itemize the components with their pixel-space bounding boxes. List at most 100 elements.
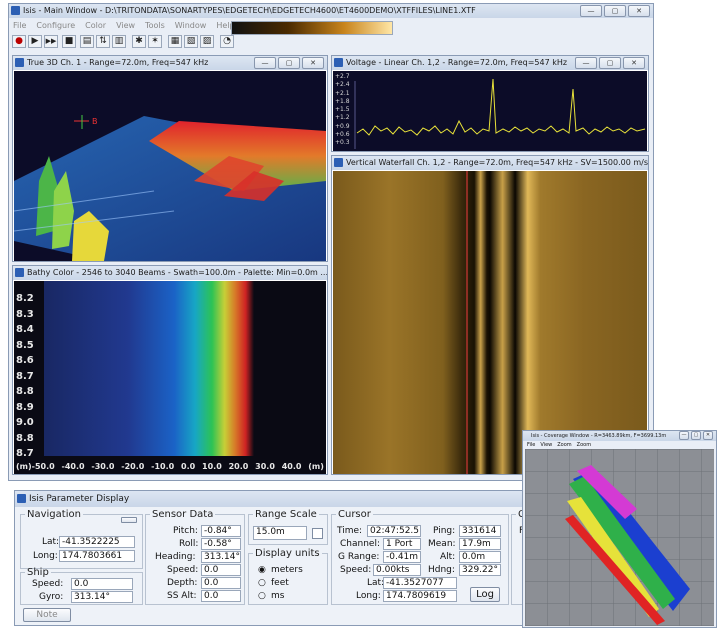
coverage-close-button[interactable]: ✕: [703, 431, 713, 440]
voltage-panel: Voltage - Linear Ch. 1,2 - Range=72.0m, …: [331, 55, 649, 152]
y-axis-ticks: 8.2 8.3 8.4 8.5 8.6 8.7 8.8 8.9 9.0 8.8 …: [16, 291, 42, 462]
record-button[interactable]: ●: [12, 35, 26, 48]
cursor-ping-field: 331614: [459, 525, 501, 537]
parameter-display-title: Isis Parameter Display: [29, 494, 130, 504]
cursor-hdng-label: Hdng:: [428, 565, 455, 575]
voltage-plot[interactable]: +2.7 +2.4 +2.1 +1.8 +1.5 +1.2 +0.9 +0.6 …: [333, 71, 647, 151]
sensor-speed-field: 0.0: [201, 564, 241, 576]
voltage-tick: +1.5: [335, 106, 350, 114]
radio-meters[interactable]: ◉: [258, 565, 266, 575]
y-tick: 8.7: [16, 448, 34, 459]
ship-gyro-label: Gyro:: [39, 592, 64, 602]
true-3d-plot[interactable]: B: [14, 71, 326, 261]
radio-feet[interactable]: ○: [258, 578, 266, 588]
cursor-alt-field: 0.0m: [459, 551, 501, 563]
log-button[interactable]: Log: [470, 587, 500, 602]
x-tick: (m): [308, 462, 324, 471]
main-window-titlebar: Isis - Main Window - D:\TRITONDATA\SONAR…: [9, 4, 653, 18]
coverage-map[interactable]: [525, 449, 714, 626]
ss-alt-field: 0.0: [201, 590, 241, 602]
menu-tools[interactable]: Tools: [145, 21, 165, 30]
toolbar-icon-7[interactable]: ▥: [112, 35, 126, 48]
stop-button[interactable]: ■: [62, 35, 76, 48]
panel-close-button[interactable]: ✕: [623, 57, 645, 69]
panel-minimize-button[interactable]: —: [575, 57, 597, 69]
display-units-group: Display units: [248, 548, 328, 605]
x-tick: 20.0: [228, 462, 249, 471]
radio-ms[interactable]: ○: [258, 591, 266, 601]
true-3d-title: True 3D Ch. 1 - Range=72.0m, Freq=547 kH…: [27, 58, 209, 67]
panel-maximize-button[interactable]: ▢: [278, 57, 300, 69]
isis-app-icon: [17, 494, 26, 503]
coverage-menu-item[interactable]: View: [540, 442, 553, 448]
bathy-plot[interactable]: 8.2 8.3 8.4 8.5 8.6 8.7 8.8 8.9 9.0 8.8 …: [14, 281, 326, 474]
waterfall-panel: Vertical Waterfall Ch. 1,2 - Range=72.0m…: [331, 155, 649, 475]
panel-close-button[interactable]: ✕: [302, 57, 324, 69]
toolbar-icon-5[interactable]: ▤: [80, 35, 94, 48]
coverage-maximize-button[interactable]: ▢: [691, 431, 701, 440]
toolbar-icon-10[interactable]: ▦: [168, 35, 182, 48]
menu-window[interactable]: Window: [174, 21, 207, 30]
maximize-button[interactable]: ▢: [604, 5, 626, 17]
x-tick: -30.0: [91, 462, 115, 471]
panel-maximize-button[interactable]: ▢: [599, 57, 621, 69]
panel-minimize-button[interactable]: —: [254, 57, 276, 69]
menu-configure[interactable]: Configure: [36, 21, 76, 30]
fast-forward-button[interactable]: ▶▶: [44, 35, 58, 48]
cursor-long-label: Long:: [356, 591, 381, 601]
waterfall-plot[interactable]: [333, 171, 647, 474]
x-tick: 40.0: [281, 462, 302, 471]
voltage-tick: +1.8: [335, 97, 350, 105]
toolbar-icon-9[interactable]: ✶: [148, 35, 162, 48]
menu-help[interactable]: Help: [216, 21, 235, 30]
voltage-ticks: +2.7 +2.4 +2.1 +1.8 +1.5 +1.2 +0.9 +0.6 …: [335, 73, 350, 148]
panel-icon: [334, 58, 343, 67]
ship-legend: Ship: [27, 567, 49, 578]
toolbar-icon-8[interactable]: ✱: [132, 35, 146, 48]
cursor-grange-label: G Range:: [338, 552, 380, 562]
y-tick: 8.3: [16, 308, 34, 320]
y-tick: 8.4: [16, 324, 34, 335]
cursor-speed-label: Speed:: [340, 565, 372, 575]
y-tick: 8.7: [16, 370, 34, 382]
voltage-tick: +2.4: [335, 81, 350, 89]
radio-meters-label: meters: [271, 565, 303, 575]
true-3d-panel: True 3D Ch. 1 - Range=72.0m, Freq=547 kH…: [12, 55, 328, 262]
menu-view[interactable]: View: [116, 21, 136, 30]
radio-feet-label: feet: [271, 578, 289, 588]
menu-file[interactable]: File: [13, 21, 27, 30]
depth-label: Depth:: [167, 578, 198, 588]
note-button[interactable]: Note: [23, 608, 71, 622]
coverage-menu-item[interactable]: File: [527, 442, 536, 448]
voltage-tick: +2.1: [335, 89, 350, 97]
toolbar-icon-12[interactable]: ▨: [200, 35, 214, 48]
cursor-speed-field: 0.00kts: [373, 564, 421, 576]
sensor-data-group: Sensor Data: [145, 509, 245, 605]
minimize-button[interactable]: —: [580, 5, 602, 17]
radio-ms-label: ms: [271, 591, 285, 601]
close-button[interactable]: ✕: [628, 5, 650, 17]
coverage-menu-item[interactable]: Zoom: [557, 442, 572, 448]
heading-field: 313.14°: [201, 551, 241, 563]
isis-app-icon: [11, 6, 20, 15]
range-scale-field[interactable]: 15.0m: [253, 526, 307, 540]
navigation-toggle-button[interactable]: [121, 517, 137, 523]
ship-group: Ship: [20, 567, 143, 605]
cursor-time-field: 02:47:52.51: [367, 525, 421, 537]
range-scale-checkbox[interactable]: [312, 528, 323, 539]
menu-color[interactable]: Color: [85, 21, 107, 30]
toolbar-icon-11[interactable]: ▧: [184, 35, 198, 48]
voltage-titlebar: Voltage - Linear Ch. 1,2 - Range=72.0m, …: [332, 56, 648, 70]
heading-label: Heading:: [155, 552, 196, 562]
navigation-legend: Navigation: [27, 509, 81, 520]
bathy-title: Bathy Color - 2546 to 3040 Beams - Swath…: [27, 268, 327, 277]
coverage-minimize-button[interactable]: —: [679, 431, 689, 440]
y-tick: 8.2: [16, 293, 34, 304]
axis-letter: B: [92, 117, 98, 126]
coverage-menu-item[interactable]: Zoom: [576, 442, 592, 448]
clock-icon[interactable]: ◔: [220, 35, 234, 48]
coverage-titlebar: Isis - Coverage Window - R=3463.89km, F=…: [523, 431, 716, 441]
toolbar-icon-6[interactable]: ⇅: [96, 35, 110, 48]
voltage-title: Voltage - Linear Ch. 1,2 - Range=72.0m, …: [346, 58, 568, 67]
play-button[interactable]: ▶: [28, 35, 42, 48]
